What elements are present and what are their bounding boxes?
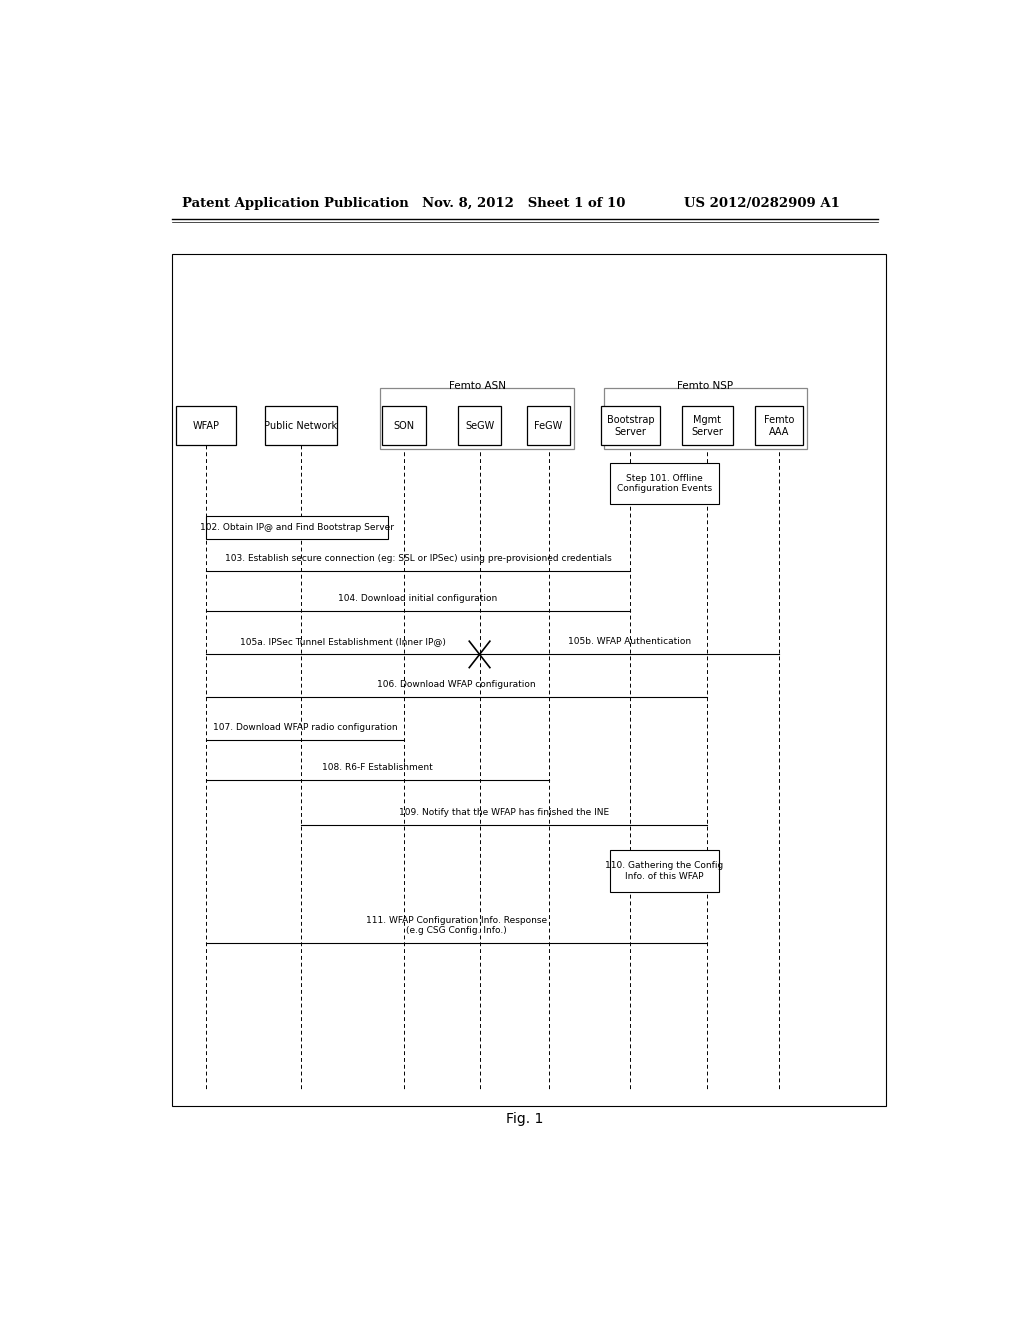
Text: Femto ASN: Femto ASN (449, 381, 506, 391)
Text: 105a. IPSec Tunnel Establishment (Inner IP@): 105a. IPSec Tunnel Establishment (Inner … (240, 638, 445, 647)
Text: Nov. 8, 2012   Sheet 1 of 10: Nov. 8, 2012 Sheet 1 of 10 (422, 197, 625, 210)
Text: Patent Application Publication: Patent Application Publication (182, 197, 409, 210)
Text: Femto
AAA: Femto AAA (764, 414, 794, 437)
Bar (172, 253, 886, 1106)
Bar (609, 850, 719, 892)
Bar (601, 407, 660, 445)
Text: 105b. WFAP Authentication: 105b. WFAP Authentication (567, 638, 691, 647)
Bar (755, 407, 803, 445)
Text: 106. Download WFAP configuration: 106. Download WFAP configuration (377, 680, 536, 689)
Bar (382, 407, 426, 445)
Text: 108. R6-F Establishment: 108. R6-F Establishment (322, 763, 432, 772)
Text: Public Network: Public Network (264, 421, 338, 430)
Bar (682, 407, 733, 445)
Bar (380, 388, 574, 449)
Text: 104. Download initial configuration: 104. Download initial configuration (339, 594, 498, 602)
Text: Femto NSP: Femto NSP (677, 381, 733, 391)
Bar (458, 407, 502, 445)
Bar (265, 407, 337, 445)
Text: WFAP: WFAP (193, 421, 219, 430)
Text: SON: SON (393, 421, 415, 430)
Bar (176, 407, 236, 445)
Text: US 2012/0282909 A1: US 2012/0282909 A1 (684, 197, 840, 210)
Text: Fig. 1: Fig. 1 (506, 1111, 544, 1126)
Text: 111. WFAP Configuration Info. Response
(e.g CSG Config. Info.): 111. WFAP Configuration Info. Response (… (366, 916, 547, 935)
Bar (526, 407, 570, 445)
Bar (609, 463, 719, 504)
Text: 102. Obtain IP@ and Find Bootstrap Server: 102. Obtain IP@ and Find Bootstrap Serve… (200, 523, 394, 532)
Text: SeGW: SeGW (465, 421, 495, 430)
Text: 103. Establish secure connection (eg: SSL or IPSec) using pre-provisioned creden: 103. Establish secure connection (eg: SS… (224, 554, 611, 562)
Text: Step 101. Offline
Configuration Events: Step 101. Offline Configuration Events (616, 474, 712, 494)
Text: FeGW: FeGW (535, 421, 563, 430)
Bar (206, 516, 388, 539)
Text: Mgmt
Server: Mgmt Server (691, 414, 723, 437)
Bar (604, 388, 807, 449)
Text: 109. Notify that the WFAP has finished the INE: 109. Notify that the WFAP has finished t… (399, 808, 609, 817)
Text: Bootstrap
Server: Bootstrap Server (606, 414, 654, 437)
Text: 107. Download WFAP radio configuration: 107. Download WFAP radio configuration (213, 722, 397, 731)
Text: 110. Gathering the Config
Info. of this WFAP: 110. Gathering the Config Info. of this … (605, 861, 724, 880)
